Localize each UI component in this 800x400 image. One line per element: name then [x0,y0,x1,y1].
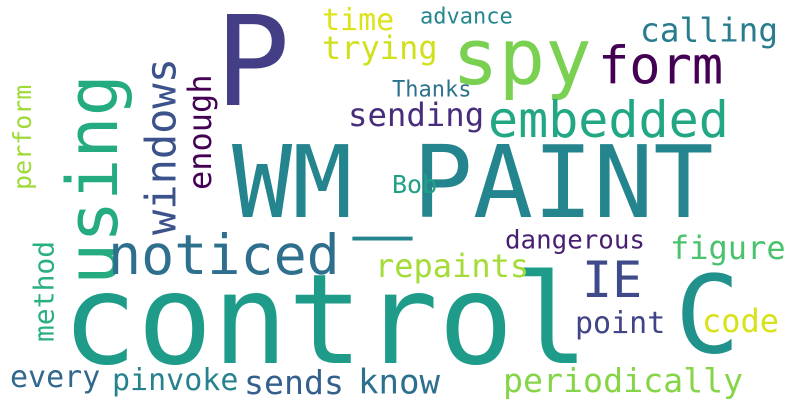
word-ie: IE [582,250,643,309]
word-p: P [215,0,291,135]
word-sending: sending [348,96,485,135]
word-pinvoke: pinvoke [112,362,239,398]
word-thanks: Thanks [392,76,472,102]
word-noticed: noticed [108,223,340,288]
word-point: point [575,305,666,341]
word-repaints: repaints [375,247,530,285]
word-perform: perform [7,84,37,190]
word-trying: trying [322,29,438,67]
word-sends: sends [244,362,345,400]
word-control: control [62,246,589,393]
word-know: know [358,362,440,400]
word-time: time [322,2,395,38]
word-bob: Bob [392,169,438,199]
word-windows: windows [136,57,186,236]
word-advance: advance [420,3,513,29]
word-dangerous: dangerous [505,224,645,255]
word-code: code [702,302,780,340]
word-calling: calling [640,10,779,50]
word-periodically: periodically [503,361,744,400]
word-embedded: embedded [488,90,729,149]
word-c: C [675,252,741,379]
word-method: method [27,240,61,342]
word-spy: spy [452,11,592,103]
word-every: every [10,359,101,395]
word-wm-paint: WM_PAINT [232,124,714,241]
word-figure: figure [670,229,786,267]
word-form: form [598,35,724,97]
word-enough: enough [181,74,219,190]
